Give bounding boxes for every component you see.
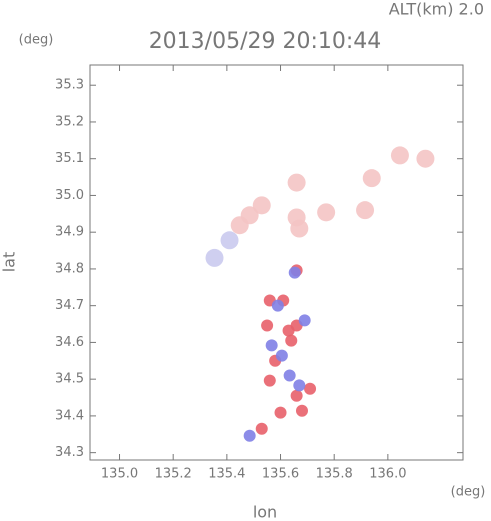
echo-point: [265, 339, 278, 352]
echo-point: [290, 389, 303, 402]
echo-point: [263, 374, 276, 387]
echo-point: [290, 219, 309, 238]
y-tick-label: 35.1: [55, 151, 84, 166]
y-tick-label: 34.4: [55, 408, 84, 423]
x-tick-label: 135.8: [316, 467, 353, 482]
echo-point: [356, 201, 375, 220]
echo-point: [298, 314, 311, 327]
altitude-label: ALT(km) 2.0: [389, 0, 484, 19]
y-unit: (deg): [19, 33, 54, 48]
y-tick-label: 34.6: [55, 335, 84, 350]
echo-point: [285, 334, 298, 347]
echo-point: [261, 319, 274, 332]
x-tick-label: 135.4: [208, 467, 245, 482]
echo-point: [243, 429, 256, 442]
echo-point: [287, 173, 306, 192]
chart-title: 2013/05/29 20:10:44: [149, 29, 382, 54]
x-tick-label: 135.2: [155, 467, 192, 482]
echo-point: [275, 349, 288, 362]
x-tick-label: 136.0: [369, 467, 406, 482]
plot-frame: [89, 64, 464, 461]
echo-point: [288, 266, 301, 279]
y-tick-label: 34.9: [55, 225, 84, 240]
y-tick-label: 34.8: [55, 261, 84, 276]
echo-point: [283, 369, 296, 382]
x-axis-label: lon: [253, 503, 277, 521]
echo-point: [295, 404, 308, 417]
y-tick-label: 34.3: [55, 445, 84, 460]
y-tick-label: 35.3: [55, 78, 84, 93]
y-axis-label: lat: [0, 252, 19, 273]
y-tick-label: 35.2: [55, 114, 84, 129]
echo-point: [252, 196, 271, 215]
echo-point: [390, 146, 409, 165]
echo-point: [362, 169, 381, 188]
echo-point: [274, 406, 287, 419]
x-unit: (deg): [451, 485, 486, 500]
x-tick-label: 135.0: [101, 467, 138, 482]
echo-point: [304, 382, 317, 395]
y-tick-label: 34.5: [55, 372, 84, 387]
echo-point: [416, 149, 435, 168]
x-tick-label: 135.6: [262, 467, 299, 482]
y-tick-label: 34.7: [55, 298, 84, 313]
echo-point: [271, 299, 284, 312]
echo-point: [205, 248, 224, 267]
echo-point: [220, 231, 239, 250]
echo-point: [293, 379, 306, 392]
echo-point: [255, 422, 268, 435]
echo-point: [317, 203, 336, 222]
echo-point: [230, 216, 249, 235]
y-tick-label: 35.0: [55, 188, 84, 203]
